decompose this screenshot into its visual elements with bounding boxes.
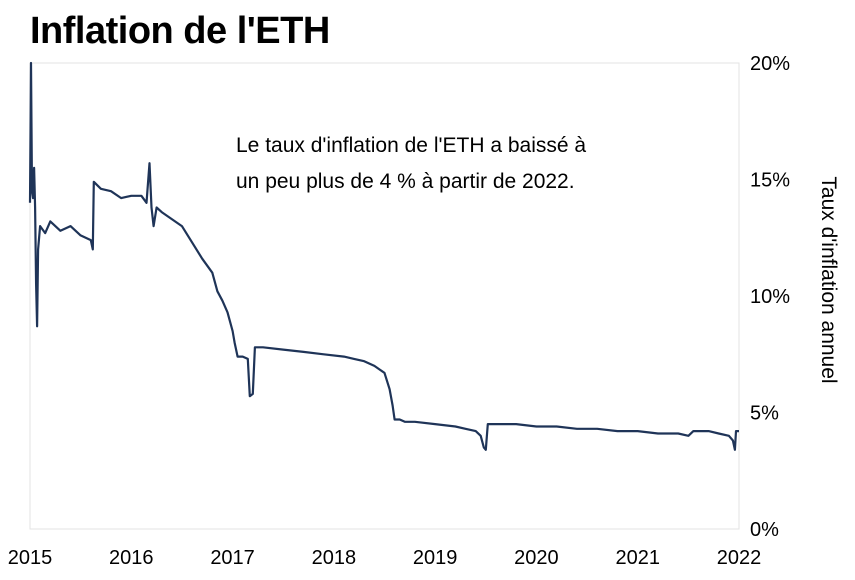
x-tick-label: 2021 bbox=[615, 547, 660, 569]
x-tick-label: 2020 bbox=[514, 547, 559, 569]
annotation-line-1: Le taux d'inflation de l'ETH a baissé à bbox=[236, 134, 586, 157]
y-tick-label: 20% bbox=[750, 53, 790, 75]
x-tick-label: 2017 bbox=[210, 547, 255, 569]
plot-frame bbox=[29, 62, 740, 530]
y-axis-ticks: 0% 5% 10% 15% 20% bbox=[750, 53, 790, 541]
y-tick-label: 0% bbox=[750, 519, 779, 541]
chart-title: Inflation de l'ETH bbox=[30, 10, 330, 52]
x-tick-label: 2015 bbox=[8, 547, 53, 569]
x-tick-label: 2022 bbox=[717, 547, 762, 569]
x-tick-label: 2018 bbox=[312, 547, 357, 569]
y-tick-label: 5% bbox=[750, 403, 779, 425]
x-axis-ticks: 2015 2016 2017 2018 2019 2020 2021 2022 bbox=[8, 547, 762, 569]
annotation-line-2: un peu plus de 4 % à partir de 2022. bbox=[236, 170, 575, 193]
x-tick-label: 2016 bbox=[109, 547, 154, 569]
x-tick-label: 2019 bbox=[413, 547, 458, 569]
y-tick-label: 15% bbox=[750, 170, 790, 192]
y-axis-label: Taux d'inflation annuel bbox=[817, 176, 840, 383]
series-line bbox=[28, 61, 739, 451]
y-tick-label: 10% bbox=[750, 286, 790, 308]
